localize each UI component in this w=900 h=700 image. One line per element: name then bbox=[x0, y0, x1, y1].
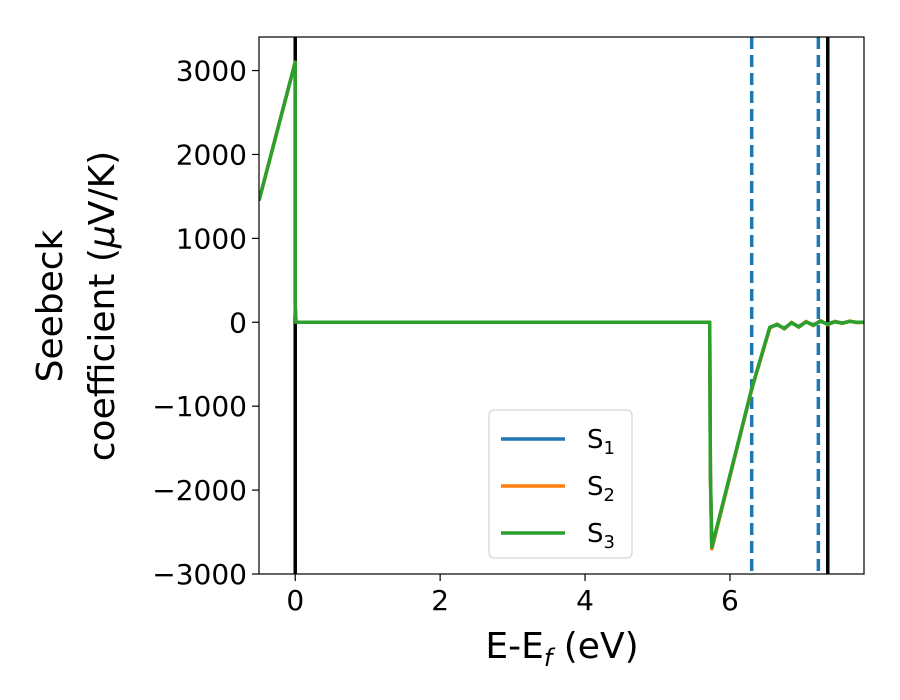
y-tick-label: −1000 bbox=[152, 390, 247, 423]
x-axis-label: E-Ef (eV) bbox=[485, 626, 638, 672]
x-tick-label: 2 bbox=[431, 584, 449, 617]
x-tick-label: 4 bbox=[576, 584, 594, 617]
x-tick-label: 0 bbox=[286, 584, 304, 617]
y-tick-label: −3000 bbox=[152, 558, 247, 591]
y-axis-label: Seebeck coefficient (μV/K) bbox=[30, 151, 123, 461]
legend: S1 S2 S3 bbox=[488, 409, 633, 559]
legend-box bbox=[488, 409, 633, 559]
y-tick-label: 0 bbox=[229, 306, 247, 339]
y-tick-label: 1000 bbox=[176, 222, 247, 255]
y-tick-label: 3000 bbox=[176, 55, 247, 88]
y-axis-label-line1: Seebeck bbox=[30, 229, 71, 382]
plot-frame bbox=[258, 36, 865, 575]
y-axis-ticks: 3000 2000 1000 0 −1000 −2000 −3000 bbox=[152, 55, 259, 591]
x-tick-label: 6 bbox=[721, 584, 739, 617]
x-axis-ticks: 0 2 4 6 bbox=[286, 574, 739, 617]
legend-label-S2: S2 bbox=[587, 472, 615, 506]
y-tick-label: 2000 bbox=[176, 138, 247, 171]
y-axis-label-line2: coefficient (μV/K) bbox=[82, 151, 123, 461]
legend-label-S1: S1 bbox=[587, 425, 615, 459]
legend-label-S3: S3 bbox=[587, 519, 615, 553]
series-lines bbox=[259, 60, 864, 551]
series-line-S3 bbox=[259, 60, 864, 549]
y-tick-label: −2000 bbox=[152, 474, 247, 507]
